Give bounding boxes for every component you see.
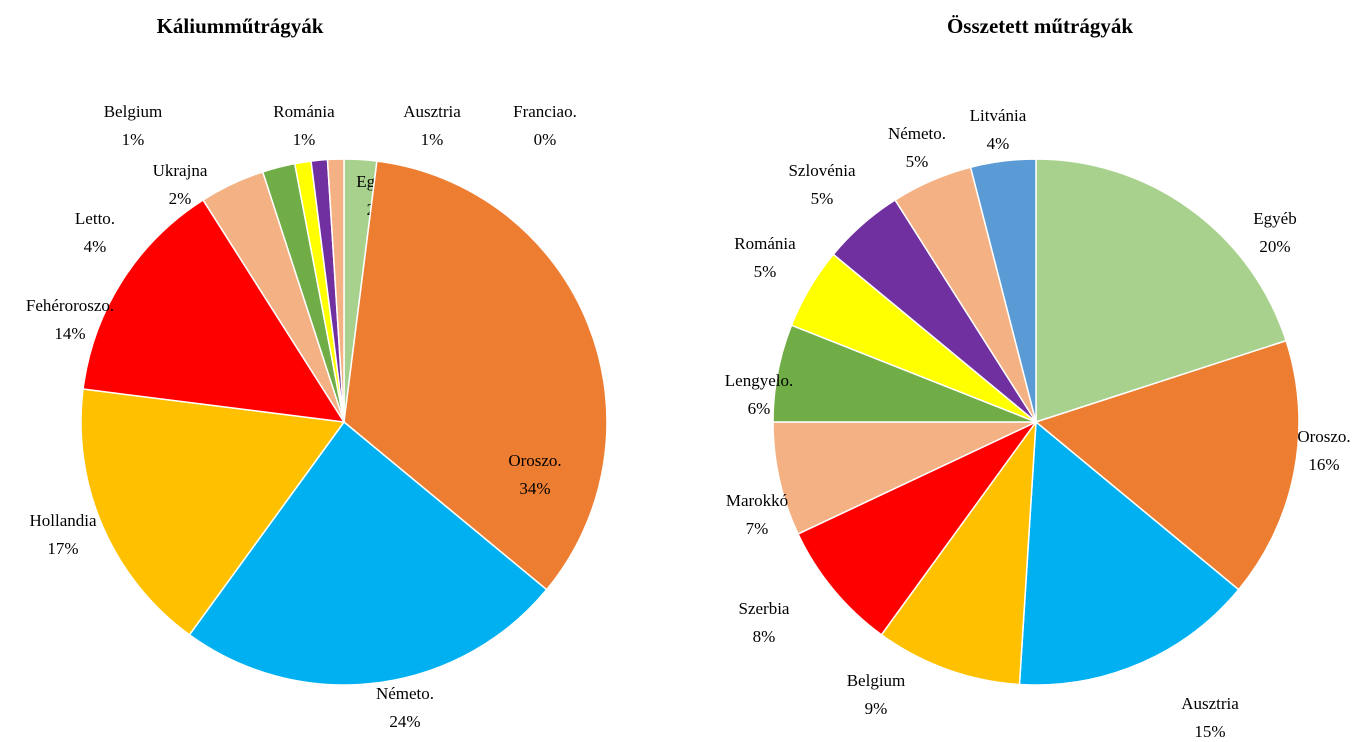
chart-title: Összetett műtrágyák — [947, 14, 1133, 38]
slice-label: Románia — [273, 102, 335, 121]
pie-slice — [343, 160, 608, 591]
slice-value-label: 16% — [1308, 455, 1339, 474]
slice-label: Szlovénia — [788, 161, 855, 180]
slice-value-label: 5% — [754, 262, 777, 281]
slice-label: Románia — [734, 234, 796, 253]
slice-label: Oroszo. — [508, 451, 561, 470]
pie-slice — [797, 421, 1037, 636]
slice-value-label: 4% — [987, 134, 1010, 153]
pie-slice — [969, 158, 1037, 423]
slice-label: Fehéroroszo. — [26, 296, 114, 315]
slice-label: Szerbia — [739, 599, 790, 618]
slice-label: Litvánia — [970, 106, 1027, 125]
slice-label: Marokkó — [726, 491, 788, 510]
slice-label: Letto. — [75, 209, 115, 228]
slice-label: Ausztria — [1181, 694, 1239, 713]
slice-value-label: 2% — [169, 189, 192, 208]
slice-value-label: 15% — [1194, 722, 1225, 741]
pie-slice — [326, 158, 345, 423]
slice-label: Oroszo. — [1297, 427, 1350, 446]
slice-label: Franciao. — [513, 102, 577, 121]
slice-label: Belgium — [847, 671, 906, 690]
slice-value-label: 5% — [811, 189, 834, 208]
slice-value-label: 14% — [54, 324, 85, 343]
pie-slice — [880, 419, 1037, 686]
slice-value-label: 24% — [389, 712, 420, 731]
slice-label: Belgium — [104, 102, 163, 121]
slice-value-label: 20% — [1259, 237, 1290, 256]
slice-value-label: 6% — [748, 399, 771, 418]
slice-value-label: 1% — [293, 130, 316, 149]
slice-value-label: 1% — [421, 130, 444, 149]
slice-label: Ukrajna — [153, 161, 208, 180]
slice-label: Lengyelo. — [725, 371, 793, 390]
slice-value-label: 17% — [47, 539, 78, 558]
slice-value-label: 7% — [746, 519, 769, 538]
slice-label: Németo. — [376, 684, 434, 703]
slice-value-label: 9% — [865, 699, 888, 718]
chart-title: Káliumműtrágyák — [157, 14, 324, 38]
pie-slice — [188, 420, 548, 686]
slice-value-label: 5% — [906, 152, 929, 171]
slice-label: Hollandia — [29, 511, 96, 530]
slice-value-label: 8% — [753, 627, 776, 646]
pie-slice — [1018, 420, 1240, 686]
slice-label: Németo. — [888, 124, 946, 143]
slice-value-label: 1% — [122, 130, 145, 149]
pie-slice — [80, 388, 346, 636]
pie-slice — [82, 198, 346, 423]
slice-label: Ausztria — [403, 102, 461, 121]
slice-label: Egyéb — [1253, 209, 1296, 228]
pie-slice — [772, 421, 1037, 535]
slice-value-label: 34% — [519, 479, 550, 498]
pie-slice — [1034, 339, 1300, 591]
slice-value-label: 0% — [534, 130, 557, 149]
pie-slice — [1035, 158, 1288, 424]
slice-value-label: 4% — [84, 237, 107, 256]
